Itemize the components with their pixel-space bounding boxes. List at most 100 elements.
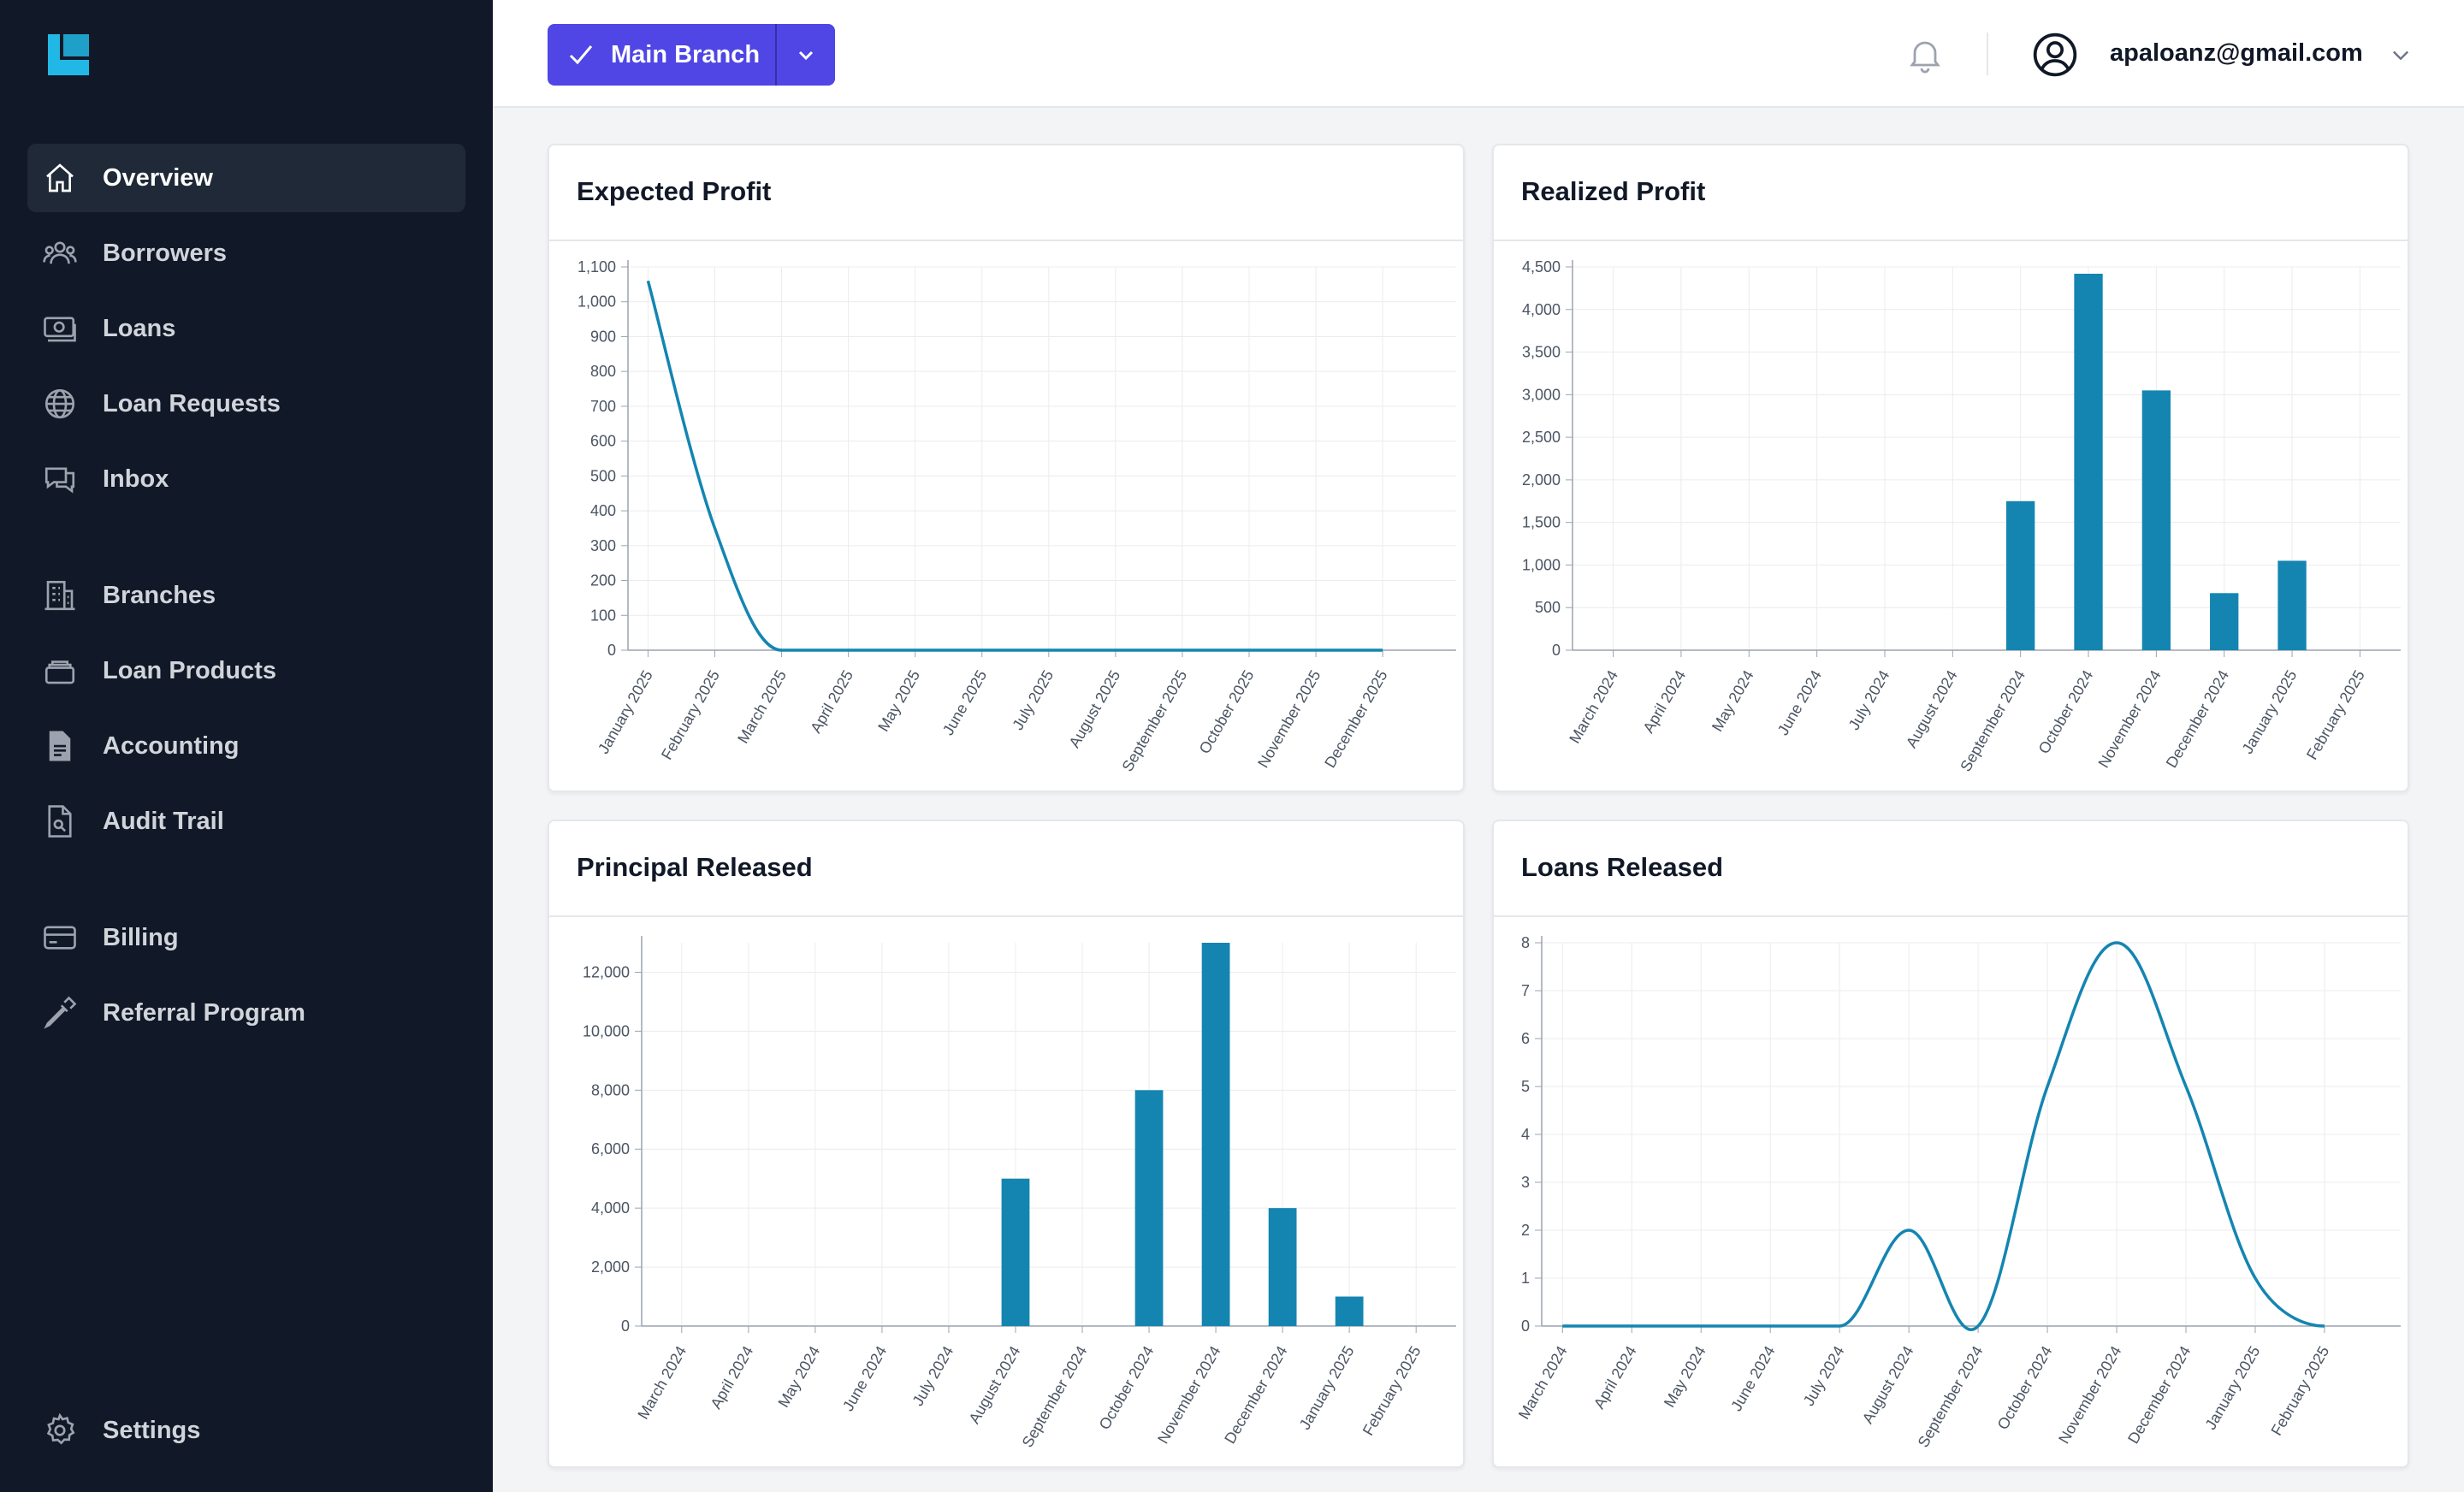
y-tick-label: 6,000 — [591, 1140, 630, 1157]
sidebar-item-settings[interactable]: Settings — [27, 1396, 465, 1465]
card-divider — [1494, 915, 2408, 917]
y-tick-label: 100 — [590, 607, 616, 624]
x-tick-label: July 2024 — [909, 1343, 957, 1409]
sidebar-item-overview[interactable]: Overview — [27, 144, 465, 212]
y-tick-label: 200 — [590, 572, 616, 589]
x-tick-label: December 2024 — [2163, 667, 2232, 771]
y-tick-label: 3,000 — [1522, 386, 1561, 403]
sidebar-item-label: Overview — [103, 164, 213, 192]
sidebar-item-label: Loan Products — [103, 657, 277, 684]
sidebar-item-audit-trail[interactable]: Audit Trail — [27, 787, 465, 856]
expected-profit-card: Expected Profit 0 100 200 300 400 500 600 700 80… — [548, 144, 1465, 792]
sidebar-item-label: Billing — [103, 924, 179, 951]
x-tick-label: April 2024 — [1640, 667, 1690, 736]
sidebar-item-borrowers[interactable]: Borrowers — [27, 219, 465, 287]
x-tick-label: February 2025 — [2303, 667, 2368, 762]
bar — [2141, 390, 2171, 650]
notifications-button[interactable] — [1904, 34, 1946, 75]
card-title: Principal Released — [577, 852, 813, 882]
sidebar-item-loan-products[interactable]: Loan Products — [27, 636, 465, 705]
x-tick-label: June 2024 — [839, 1343, 890, 1414]
sidebar-item-label: Accounting — [103, 732, 240, 760]
branch-select-button[interactable]: Main Branch — [548, 24, 777, 86]
gear-icon — [41, 1412, 79, 1449]
sidebar-item-label: Audit Trail — [103, 808, 224, 835]
y-tick-label: 4 — [1521, 1126, 1530, 1143]
x-tick-label: May 2024 — [1709, 667, 1757, 734]
sidebar-item-label: Loans — [103, 315, 176, 342]
principal-released-chart: 0 2,000 4,000 6,000 8,000 10,000 12,000 March 2… — [583, 936, 1456, 1450]
globe-icon — [41, 385, 79, 423]
card-divider — [549, 915, 1463, 917]
card-title: Expected Profit — [577, 176, 772, 206]
x-tick-label: August 2024 — [966, 1343, 1024, 1427]
y-tick-label: 500 — [590, 467, 616, 484]
x-tick-label: May 2025 — [874, 667, 923, 734]
x-tick-label: January 2025 — [595, 667, 656, 756]
sidebar-item-loans[interactable]: Loans — [27, 294, 465, 363]
x-tick-label: December 2024 — [2124, 1343, 2194, 1447]
x-tick-label: March 2024 — [1515, 1343, 1571, 1422]
sidebar-item-billing[interactable]: Billing — [27, 903, 465, 972]
x-tick-label: April 2024 — [1590, 1343, 1640, 1412]
x-tick-label: December 2025 — [1321, 667, 1390, 771]
x-tick-label: February 2025 — [658, 667, 723, 762]
x-tick-label: February 2025 — [1359, 1343, 1424, 1438]
y-tick-label: 600 — [590, 433, 616, 450]
sidebar-item-accounting[interactable]: Accounting — [27, 712, 465, 780]
x-tick-label: September 2024 — [1915, 1343, 1987, 1450]
sidebar-item-inbox[interactable]: Inbox — [27, 445, 465, 513]
realized-profit-card: Realized Profit 0 500 1,000 1,500 2,000 2,500… — [1492, 144, 2409, 792]
realized-profit-chart: 0 500 1,000 1,500 2,000 2,500 3,000 3,500 4,000 4… — [1522, 258, 2401, 774]
y-tick-label: 2 — [1521, 1222, 1530, 1239]
user-avatar[interactable] — [2031, 31, 2079, 79]
x-tick-label: April 2024 — [707, 1343, 756, 1412]
x-tick-label: September 2025 — [1119, 667, 1191, 774]
card-title: Loans Released — [1521, 852, 1724, 882]
x-tick-label: October 2025 — [1196, 667, 1258, 756]
y-tick-label: 2,000 — [591, 1258, 630, 1276]
y-tick-label: 2,000 — [1522, 471, 1561, 488]
bar — [1201, 943, 1230, 1326]
y-tick-label: 8,000 — [591, 1081, 630, 1098]
y-tick-label: 400 — [590, 502, 616, 519]
top-bar: Main Branch apaloanz@gmail.com — [493, 0, 2464, 108]
expected-profit-chart: 0 100 200 300 400 500 600 700 800 900 1,000 1,100 Ja… — [578, 258, 1456, 774]
principal-released-card: Principal Released 0 2,000 4,000 6,000 8,000… — [548, 820, 1465, 1468]
x-tick-label: March 2024 — [1566, 667, 1621, 746]
document-search-icon — [41, 802, 79, 840]
loans-released-chart: 0 1 2 3 4 5 6 7 8 March 2024 April 2024 May 2024 Jun… — [1515, 934, 2401, 1450]
y-tick-label: 4,500 — [1522, 258, 1561, 275]
bar — [1268, 1208, 1297, 1326]
bar — [2074, 273, 2103, 650]
bar — [2006, 500, 2035, 650]
user-email[interactable]: apaloanz@gmail.com — [2110, 39, 2363, 67]
y-tick-label: 4,000 — [591, 1199, 630, 1217]
document-icon — [41, 727, 79, 765]
cash-icon — [41, 310, 79, 347]
y-tick-label: 0 — [621, 1317, 630, 1335]
x-tick-label: January 2025 — [1296, 1343, 1358, 1432]
sidebar-item-label: Settings — [103, 1417, 201, 1444]
y-tick-label: 500 — [1535, 599, 1561, 616]
y-tick-label: 7 — [1521, 982, 1530, 999]
sidebar-item-branches[interactable]: Branches — [27, 561, 465, 630]
y-tick-label: 1 — [1521, 1270, 1530, 1287]
bar — [1335, 1296, 1364, 1326]
user-menu-toggle[interactable] — [2389, 43, 2413, 67]
sidebar-item-loan-requests[interactable]: Loan Requests — [27, 370, 465, 438]
y-tick-label: 0 — [607, 642, 616, 659]
users-icon — [41, 234, 79, 272]
y-tick-label: 0 — [1552, 642, 1561, 659]
sidebar-item-label: Borrowers — [103, 240, 228, 267]
y-tick-label: 800 — [590, 363, 616, 380]
sidebar-item-referral-program[interactable]: Referral Program — [27, 979, 465, 1047]
y-tick-label: 2,500 — [1522, 429, 1561, 446]
sidebar-item-label: Branches — [103, 582, 216, 609]
x-tick-label: July 2024 — [1845, 667, 1893, 733]
app-logo[interactable] — [44, 33, 92, 77]
bar — [2210, 593, 2239, 650]
user-circle-icon — [2033, 33, 2077, 77]
branch-dropdown-toggle[interactable] — [777, 24, 835, 86]
x-tick-label: June 2024 — [1774, 667, 1825, 738]
